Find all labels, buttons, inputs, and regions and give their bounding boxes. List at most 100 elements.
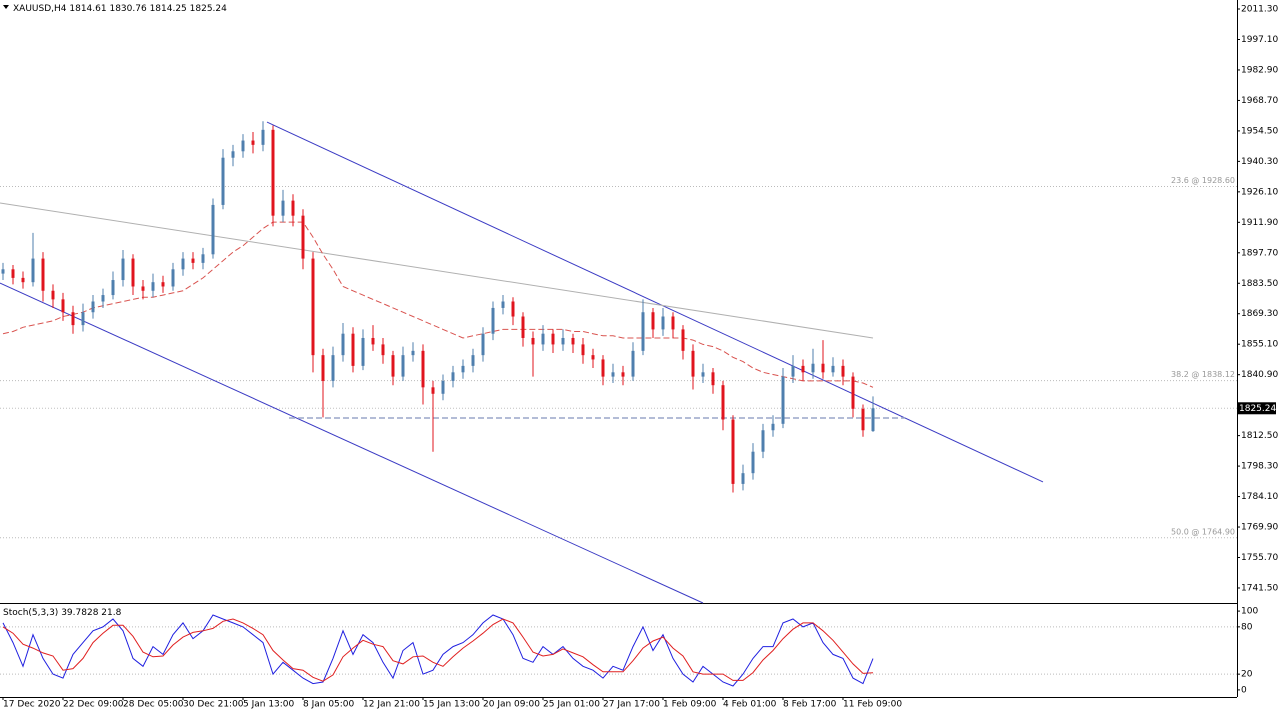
y-tick-label: 1769.90 <box>1241 523 1278 533</box>
x-tick-label: 15 Jan 13:00 <box>423 700 480 710</box>
candle-body <box>121 258 125 281</box>
y-tick-label: 1812.50 <box>1241 431 1278 441</box>
candle-body <box>751 451 755 474</box>
y-tick-label: 1968.70 <box>1241 96 1278 106</box>
candle-body <box>171 269 175 287</box>
trendline <box>266 121 1044 483</box>
x-tick-label: 11 Feb 09:00 <box>843 700 902 710</box>
candle-body <box>71 312 75 326</box>
candle-body <box>301 215 305 259</box>
moving-average <box>2 221 874 388</box>
candle-body <box>311 258 315 356</box>
menu-arrow[interactable] <box>3 5 9 9</box>
x-tick-label: 1 Feb 09:00 <box>663 700 717 710</box>
candle-body <box>631 350 635 377</box>
x-tick-label: 4 Feb 01:00 <box>723 700 777 710</box>
stoch-signal-value: 21.8 <box>101 608 121 618</box>
candle-body <box>671 316 675 330</box>
x-tick-label: 5 Jan 13:00 <box>243 700 295 710</box>
candle-body <box>31 258 35 283</box>
x-tick-label: 20 Jan 09:00 <box>483 700 540 710</box>
candle-body <box>431 387 435 394</box>
x-tick-label: 30 Dec 21:00 <box>183 700 244 710</box>
candle-body <box>531 337 535 345</box>
candle-body <box>641 312 645 351</box>
candle-body <box>251 140 255 145</box>
candle-body <box>701 372 705 377</box>
candle-body <box>391 355 395 377</box>
stoch-tick-label: 0 <box>1241 685 1247 695</box>
candle-body <box>681 329 685 351</box>
stoch-tick-label: 80 <box>1241 622 1253 632</box>
y-tick-label: 1911.90 <box>1241 218 1278 228</box>
candle-body <box>211 204 215 255</box>
candle-body <box>271 129 275 216</box>
candle-body <box>851 376 855 409</box>
low-value: 1814.25 <box>150 4 187 14</box>
candle-body <box>451 372 455 381</box>
candle-body <box>721 385 725 420</box>
candle-body <box>571 337 575 345</box>
candle-body <box>51 290 55 300</box>
stoch-title: Stoch(5,3,3) <box>3 608 58 618</box>
stoch-line <box>2 614 874 687</box>
trendline <box>0 282 704 604</box>
x-tick-label: 12 Jan 21:00 <box>363 700 420 710</box>
stoch-header: Stoch(5,3,3) 39.7828 21.8 <box>3 608 122 618</box>
candle-body <box>651 312 655 330</box>
candle-body <box>481 333 485 356</box>
candle-body <box>831 365 835 373</box>
y-tick-label: 1741.50 <box>1241 583 1278 593</box>
candle-body <box>331 355 335 381</box>
x-tick-label: 25 Jan 01:00 <box>543 700 600 710</box>
close-value: 1825.24 <box>190 4 227 14</box>
candle-body <box>541 333 545 345</box>
candle-body <box>191 258 195 263</box>
y-tick-label: 1798.30 <box>1241 462 1278 472</box>
y-tick-label: 1755.70 <box>1241 553 1278 563</box>
candle-body <box>11 269 15 278</box>
candle-body <box>511 301 515 317</box>
candle-body <box>131 258 135 287</box>
x-tick-label: 8 Jan 05:00 <box>303 700 355 710</box>
candle-body <box>551 333 555 345</box>
candle-body <box>231 151 235 158</box>
stoch-tick-label: 100 <box>1241 607 1258 617</box>
candle-body <box>811 363 815 373</box>
candle-body <box>421 350 425 388</box>
candle-body <box>731 419 735 484</box>
candle-body <box>611 372 615 377</box>
x-tick-label: 28 Dec 05:00 <box>123 700 184 710</box>
x-tick-label: 27 Jan 17:00 <box>603 700 660 710</box>
x-tick-label: 8 Feb 17:00 <box>783 700 837 710</box>
fib-label: 23.6 @ 1928.60 <box>1171 176 1235 185</box>
open-value: 1814.61 <box>69 4 106 14</box>
candle-body <box>761 430 765 452</box>
y-tick-label: 1954.50 <box>1241 126 1278 136</box>
candle-body <box>281 200 285 216</box>
candle-body <box>81 312 85 326</box>
trendline <box>0 202 874 339</box>
candle-body <box>41 258 45 291</box>
candle-body <box>261 129 265 145</box>
y-tick-label: 1869.30 <box>1241 309 1278 319</box>
candle-body <box>461 365 465 373</box>
candle-body <box>151 282 155 291</box>
fib-label: 38.2 @ 1838.12 <box>1171 370 1235 379</box>
candle-body <box>691 350 695 377</box>
candle-body <box>141 286 145 291</box>
candle-body <box>471 355 475 366</box>
high-value: 1830.76 <box>109 4 146 14</box>
x-tick-label: 17 Dec 2020 <box>3 700 61 710</box>
symbol: XAUUSD,H4 <box>13 4 67 14</box>
candle-body <box>711 372 715 386</box>
candle-body <box>621 372 625 377</box>
candle-body <box>371 337 375 345</box>
candle-body <box>241 140 245 152</box>
candle-body <box>871 408 875 432</box>
candle-body <box>1 269 5 274</box>
candle-body <box>381 344 385 356</box>
candle-body <box>661 316 665 330</box>
candle-body <box>861 408 865 431</box>
